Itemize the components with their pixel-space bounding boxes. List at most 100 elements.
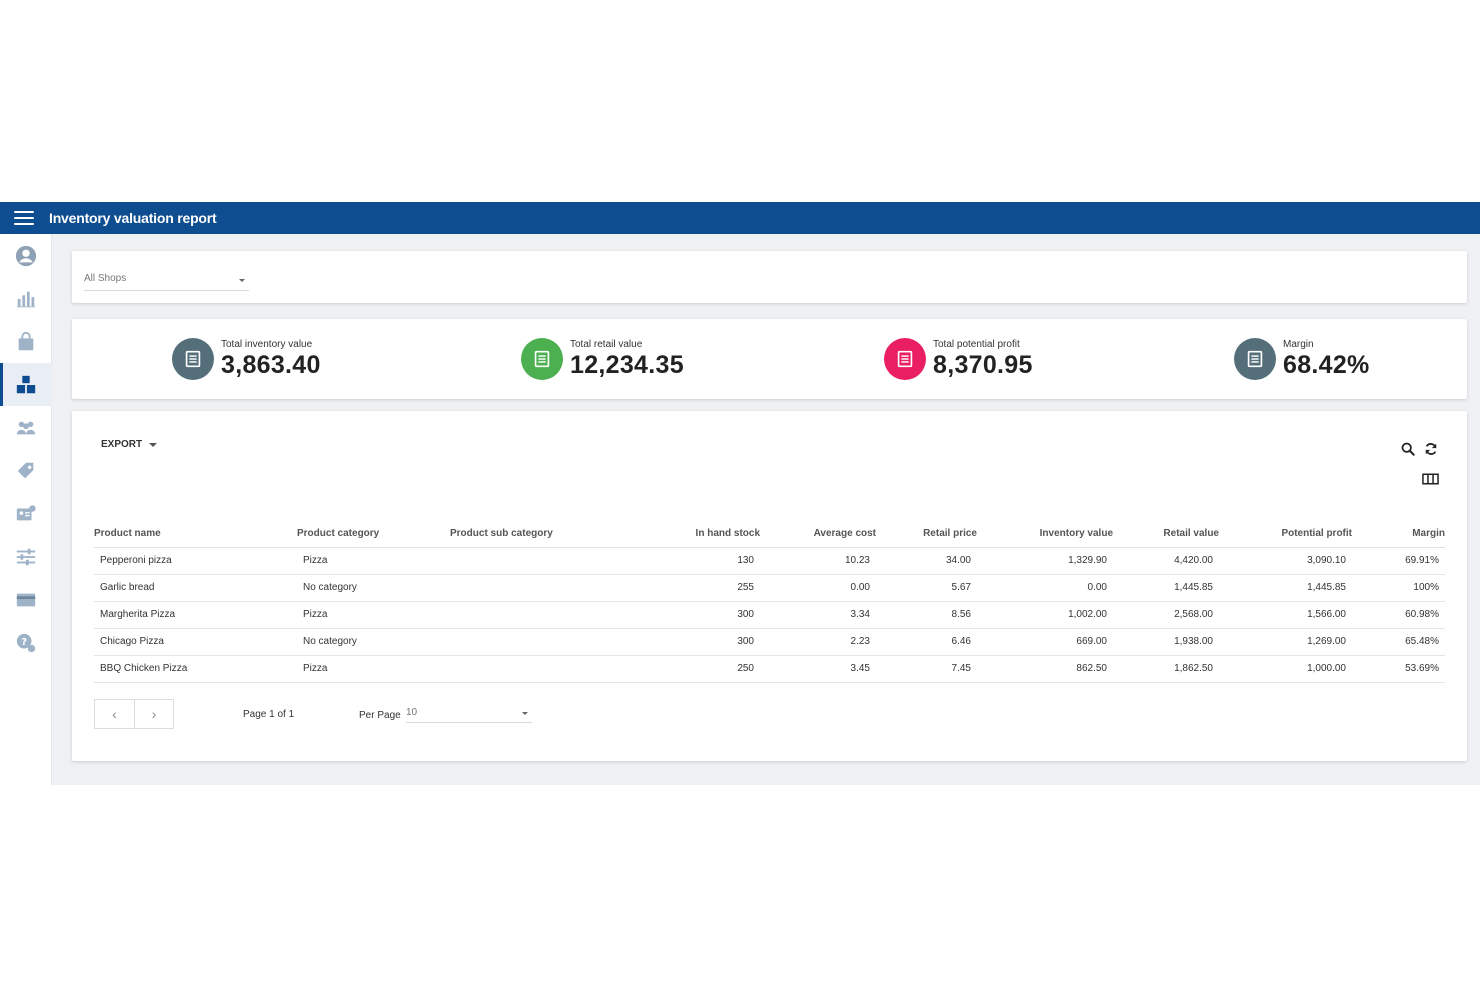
table-cell: 1,445.85 (1113, 574, 1219, 602)
table-row[interactable]: Pepperoni pizza Pizza 130 10.23 34.00 1,… (94, 547, 1445, 575)
sidebar-item-employees[interactable] (0, 492, 52, 535)
column-header[interactable]: Average cost (760, 521, 876, 548)
shop-select[interactable]: All Shops (84, 273, 249, 291)
table-cell: 1,002.00 (977, 601, 1113, 629)
kpi-value: 12,234.35 (570, 351, 684, 379)
table-cell: 4,420.00 (1113, 547, 1219, 575)
kpi-margin: Margin 68.42% (1234, 338, 1370, 380)
column-header[interactable]: Retail value (1113, 521, 1219, 548)
caret-down-icon (149, 442, 158, 447)
table-cell: Garlic bread (94, 574, 297, 602)
table-cell (450, 655, 630, 683)
table-cell: 10.23 (760, 547, 876, 575)
columns-icon[interactable] (1422, 473, 1439, 485)
pagination-controls: ‹ › (94, 699, 174, 729)
table-row[interactable]: Chicago Pizza No category 300 2.23 6.46 … (94, 628, 1445, 656)
table-cell: 1,862.50 (1113, 655, 1219, 683)
kpi-label: Margin (1283, 339, 1314, 350)
table-cell: Pepperoni pizza (94, 547, 297, 575)
sidebar-item-help[interactable]: ? (0, 621, 52, 664)
table-cell: 65.48% (1352, 628, 1445, 656)
table-cell: 1,445.85 (1219, 574, 1352, 602)
table-cell: Pizza (297, 655, 450, 683)
search-icon[interactable] (1401, 442, 1415, 456)
column-header[interactable]: Product category (297, 521, 450, 548)
table-cell: 6.46 (876, 628, 977, 656)
column-header[interactable]: Product sub category (450, 521, 630, 548)
table-cell: Margherita Pizza (94, 601, 297, 629)
sidebar-item-customers[interactable] (0, 406, 52, 449)
kpi-value: 3,863.40 (221, 351, 321, 379)
column-header[interactable]: Retail price (876, 521, 977, 548)
sidebar-item-inventory[interactable] (0, 363, 52, 406)
table-row[interactable]: BBQ Chicken Pizza Pizza 250 3.45 7.45 86… (94, 655, 1445, 683)
table-cell (450, 574, 630, 602)
per-page-select[interactable]: 10 (406, 707, 532, 723)
table-cell: No category (297, 628, 450, 656)
column-header[interactable]: Product name (94, 521, 297, 548)
caret-down-icon (239, 279, 245, 282)
table-row[interactable]: Margherita Pizza Pizza 300 3.34 8.56 1,0… (94, 601, 1445, 629)
sidebar-item-billing[interactable] (0, 578, 52, 621)
sidebar-item-promotions[interactable] (0, 449, 52, 492)
document-icon (172, 338, 214, 380)
table-cell: 1,329.90 (977, 547, 1113, 575)
table-cell: 34.00 (876, 547, 977, 575)
export-button[interactable]: EXPORT (101, 439, 158, 450)
table-cell: No category (297, 574, 450, 602)
kpi-value: 8,370.95 (933, 351, 1033, 379)
document-icon (1234, 338, 1276, 380)
prev-page-button[interactable]: ‹ (95, 700, 134, 728)
export-label: EXPORT (101, 439, 143, 450)
page-info: Page 1 of 1 (243, 709, 295, 720)
sidebar-item-reports[interactable] (0, 277, 52, 320)
table-cell: 1,566.00 (1219, 601, 1352, 629)
id-card-icon (16, 504, 36, 520)
report-table-card: EXPORT Product name Product category Pro… (72, 411, 1467, 761)
table-cell (450, 628, 630, 656)
table-cell: 60.98% (1352, 601, 1445, 629)
per-page-label: Per Page (359, 710, 401, 721)
account-circle-icon (15, 245, 37, 266)
top-bar: Inventory valuation report (0, 202, 1480, 234)
chevron-left-icon: ‹ (112, 706, 117, 722)
kpi-label: Total retail value (570, 339, 643, 350)
kpi-label: Total inventory value (221, 339, 313, 350)
table-cell: 0.00 (760, 574, 876, 602)
column-header[interactable]: Inventory value (977, 521, 1113, 548)
table-cell: 0.00 (977, 574, 1113, 602)
users-icon (16, 421, 36, 434)
sliders-icon (16, 548, 36, 565)
app-shell: Inventory valuation report ? (0, 202, 1480, 785)
table-row[interactable]: Garlic bread No category 255 0.00 5.67 0… (94, 574, 1445, 602)
column-header[interactable]: Margin (1352, 521, 1445, 548)
menu-icon[interactable] (14, 211, 34, 225)
table-cell: 255 (630, 574, 760, 602)
column-header[interactable]: In hand stock (630, 521, 760, 548)
sidebar-item-account[interactable] (0, 234, 52, 277)
kpi-total-inventory-value: Total inventory value 3,863.40 (172, 338, 321, 380)
shop-select-value: All Shops (84, 273, 127, 284)
table-cell: 1,269.00 (1219, 628, 1352, 656)
table-cell: 862.50 (977, 655, 1113, 683)
table-cell (450, 601, 630, 629)
table-cell: 5.67 (876, 574, 977, 602)
tag-icon (17, 462, 34, 478)
kpi-value: 68.42% (1283, 351, 1370, 379)
table-cell: BBQ Chicken Pizza (94, 655, 297, 683)
table-cell: 130 (630, 547, 760, 575)
page-title: Inventory valuation report (49, 210, 217, 226)
kpi-total-potential-profit: Total potential profit 8,370.95 (884, 338, 1033, 380)
table-cell: 69.91% (1352, 547, 1445, 575)
document-icon (521, 338, 563, 380)
next-page-button[interactable]: › (133, 700, 173, 728)
table-cell: 3.45 (760, 655, 876, 683)
per-page-value: 10 (406, 707, 418, 718)
sidebar-item-shop[interactable] (0, 320, 52, 363)
table-cell (450, 547, 630, 575)
table-cell: 3,090.10 (1219, 547, 1352, 575)
sidebar-item-settings[interactable] (0, 535, 52, 578)
refresh-icon[interactable] (1424, 442, 1438, 456)
inventory-table: Product name Product category Product su… (94, 521, 1445, 683)
column-header[interactable]: Potential profit (1219, 521, 1352, 548)
